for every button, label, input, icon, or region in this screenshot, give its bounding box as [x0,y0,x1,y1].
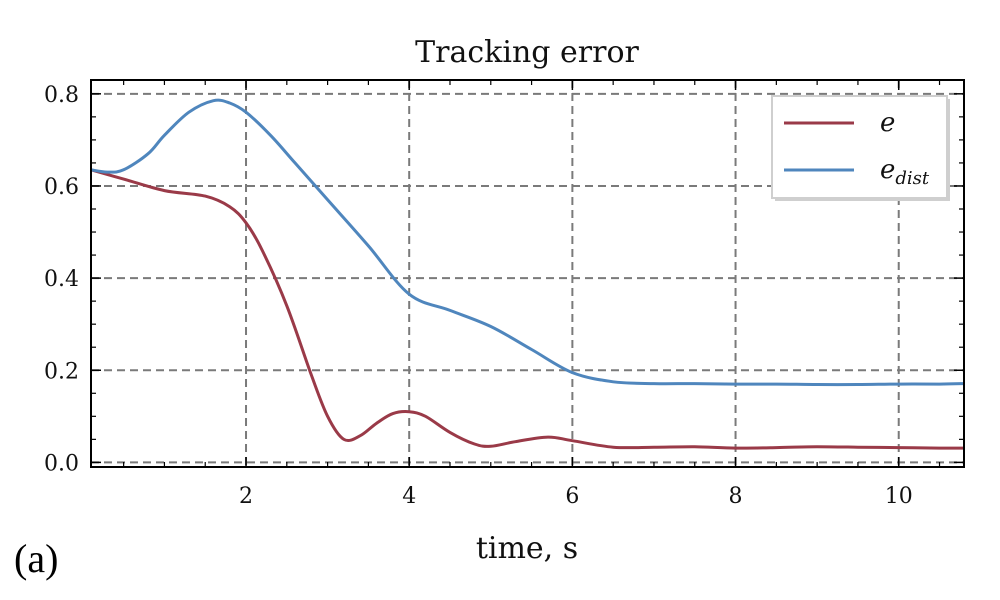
y-tick-label: 0.0 [44,451,79,476]
grid [91,80,964,467]
ticks: 2 4 6 8 10 0.0 0.2 0.4 0.6 0.8 [44,80,964,509]
y-tick-label: 0.4 [44,267,79,292]
series-line-e [90,168,965,450]
legend-box [771,95,948,199]
x-tick-label: 8 [729,484,743,509]
legend-label: e [880,108,895,138]
x-tick-label: 6 [565,484,579,509]
x-tick-label: 4 [402,484,416,509]
plot-frame [90,79,965,468]
x-tick-label: 10 [885,484,913,509]
x-tick-label: 2 [239,484,253,509]
y-tick-label: 0.8 [44,83,79,108]
legend-label-main: e [880,108,895,138]
y-tick-label: 0.6 [44,175,79,200]
chart-title: Tracking error [415,35,639,70]
y-tick-label: 0.2 [44,359,79,384]
panel-label: (a) [14,536,58,581]
series-line-e-dist [90,98,965,387]
legend-label: edist [880,155,930,189]
legend-label-subscript: dist [895,168,930,189]
x-axis-label: time, s [476,531,578,566]
legend-label-main: e [880,155,895,185]
series-group [90,98,965,450]
